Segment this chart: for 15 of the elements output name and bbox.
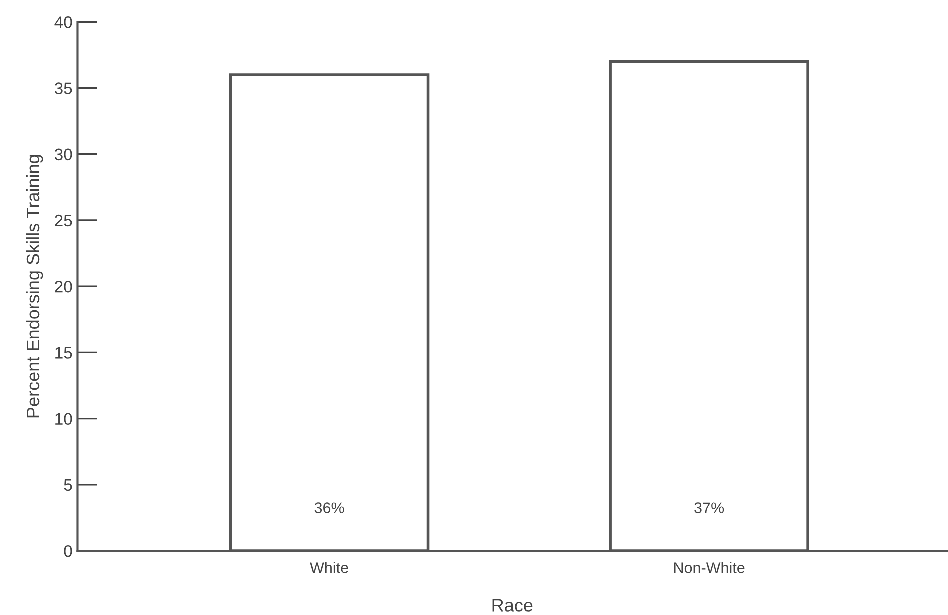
x-axis-title: Race — [492, 599, 533, 612]
y-tick-label: 20 — [55, 280, 72, 293]
y-tick-label: 5 — [64, 480, 72, 492]
y-tick-label: 0 — [64, 545, 72, 558]
y-tick-label: 40 — [54, 16, 72, 28]
x-tick-label: White — [310, 562, 348, 574]
y-tick-label: 35 — [54, 82, 72, 94]
data-label: 37% — [694, 502, 724, 514]
y-tick-label: 30 — [54, 148, 72, 161]
y-tick-label: 15 — [56, 347, 72, 359]
y-axis-title: Percent Endorsing Skills Training — [26, 155, 44, 418]
y-tick-label: 25 — [55, 214, 72, 227]
data-label: 36% — [314, 502, 344, 514]
x-tick-label: Non-White — [674, 562, 745, 574]
y-tick-label: 10 — [56, 413, 72, 426]
